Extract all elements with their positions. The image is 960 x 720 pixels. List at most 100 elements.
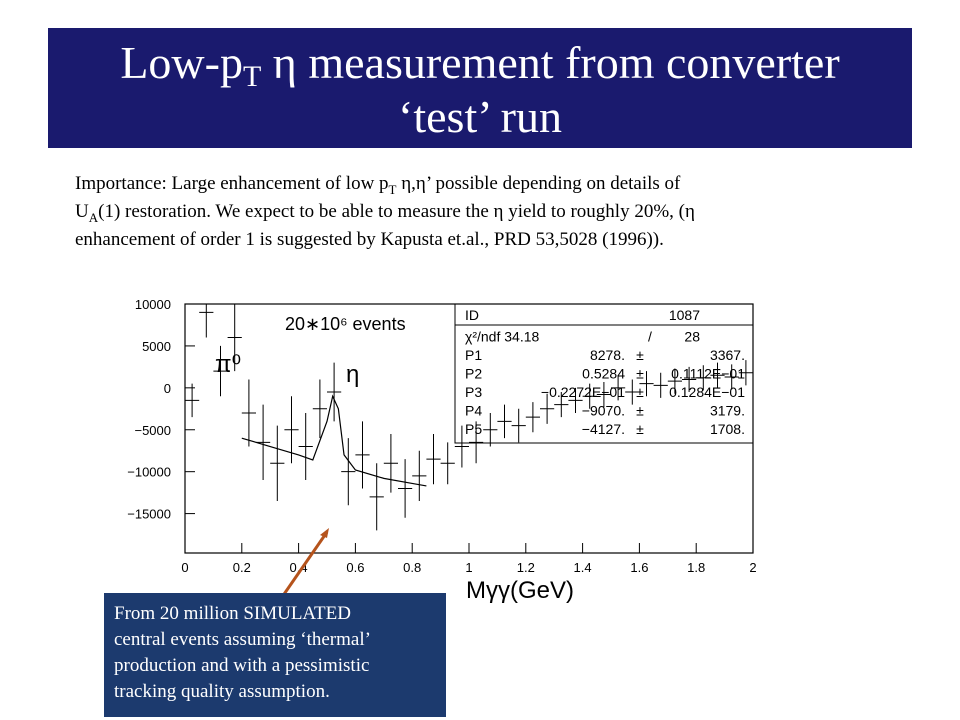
subscript: A [89,210,99,225]
error-bar [185,383,200,418]
error-bar [653,372,668,398]
x-tick-label: 1.8 [687,560,705,575]
stats-text: P5 [465,421,482,437]
stats-text: −4127. [582,421,625,437]
body-text: Importance: Large enhancement of low p [75,173,389,194]
error-bar [724,364,739,390]
error-bar [511,408,526,443]
stats-text: ± [636,403,644,419]
annotation: η [346,361,359,388]
x-tick-label: 1 [465,560,472,575]
y-tick-label: −5000 [134,423,171,438]
title: ‘test’ run [398,91,562,142]
body: Importance: Large enhancement of low pT … [75,173,695,250]
error-bar [383,433,398,493]
error-bar [398,459,413,518]
error-bar [312,379,327,439]
error-bar [667,368,682,394]
error-bar [497,404,512,439]
error-bar [738,360,753,386]
y-tick-label: 0 [164,381,171,396]
stats-text: / [648,329,652,345]
y-tick-label: 5000 [142,339,171,354]
stats-text: P3 [465,384,482,400]
stats-text: 1087 [669,307,700,323]
error-bar [270,425,285,502]
x-tick-label: 1.4 [574,560,592,575]
error-bar [412,450,427,502]
callout-line: From 20 million SIMULATED [114,603,351,624]
x-tick-label: 0 [181,560,188,575]
stats-text: 0.1112E−01 [671,366,745,382]
title-box [48,28,912,148]
stats-text: ± [636,384,644,400]
title: Low-pT η measurement from converter [120,37,839,93]
error-bar [525,402,540,433]
stats-box [454,303,754,444]
stats-text: ± [636,366,644,382]
stats-text: χ²/ndf 34.18 [465,329,540,345]
y-tick-label: 10000 [135,297,171,312]
callout-box [104,593,446,717]
points [185,304,753,531]
title-sub: T [243,60,261,93]
callout-line: tracking quality assumption. [114,681,330,702]
stats-text: −0.2272E−01 [541,384,625,400]
stats-text: P2 [465,366,482,382]
chart: 10000 5000 0 −5000 −10000 −15000 0 0.2 0.4 0.6 0.8… [127,297,756,604]
callout: From 20 million SIMULATED central events … [114,603,371,702]
error-bar [341,438,356,506]
error-bar [327,362,342,422]
error-bar [284,396,299,464]
error-bar [596,381,611,408]
stats-text: 3179. [710,403,745,419]
error-bar [540,393,555,424]
stats-text: −9070. [582,403,625,419]
error-bar [241,379,256,447]
error-bar [426,433,441,485]
x-tick-label: 0.6 [346,560,364,575]
body-text: η,η’ possible depending on details of [397,173,682,194]
body-line: Importance: Large enhancement of low pT … [75,173,681,197]
stats-text: P4 [465,403,482,419]
x-tick-label: 0.8 [403,560,421,575]
x-tick-label: 1.2 [517,560,535,575]
stats-text: ± [636,347,644,363]
error-bar [256,404,271,481]
body-text: U [75,201,89,222]
stats-text: 0.5284 [582,366,625,382]
stats-text: 0.1284E−01 [669,384,745,400]
stats-text: 28 [684,329,700,345]
annotation: π⁰ [215,351,241,378]
error-bar [682,366,697,393]
stats-text: P1 [465,347,482,363]
stats-text: 1708. [710,421,745,437]
error-bar [369,463,384,531]
error-bar [469,421,484,464]
error-bar [454,425,469,468]
x-tick-label: 1.6 [630,560,648,575]
error-bar [554,392,569,418]
x-tick-label: 2 [749,560,756,575]
subscript: T [389,182,397,197]
arrow-head [320,528,329,538]
error-bar [227,304,242,372]
error-bar [440,442,455,485]
error-bar [611,375,626,401]
y-tick-label: −10000 [127,465,171,480]
error-bar [696,365,711,391]
x-tick-label: 0.4 [290,560,308,575]
body-line: UA(1) restoration. We expect to be able … [75,201,695,225]
arrow [278,531,329,601]
y-tick-label: −15000 [127,507,171,522]
stats-text: ± [636,421,644,437]
error-bar [568,387,583,413]
error-bar [625,379,640,405]
x-tick-label: 0.2 [233,560,251,575]
stats-text: 8278. [590,347,625,363]
error-bar [199,304,214,338]
callout-line: central events assuming ‘thermal’ [114,629,371,650]
error-bar [483,412,498,447]
callout-line: production and with a pessimistic [114,655,369,676]
